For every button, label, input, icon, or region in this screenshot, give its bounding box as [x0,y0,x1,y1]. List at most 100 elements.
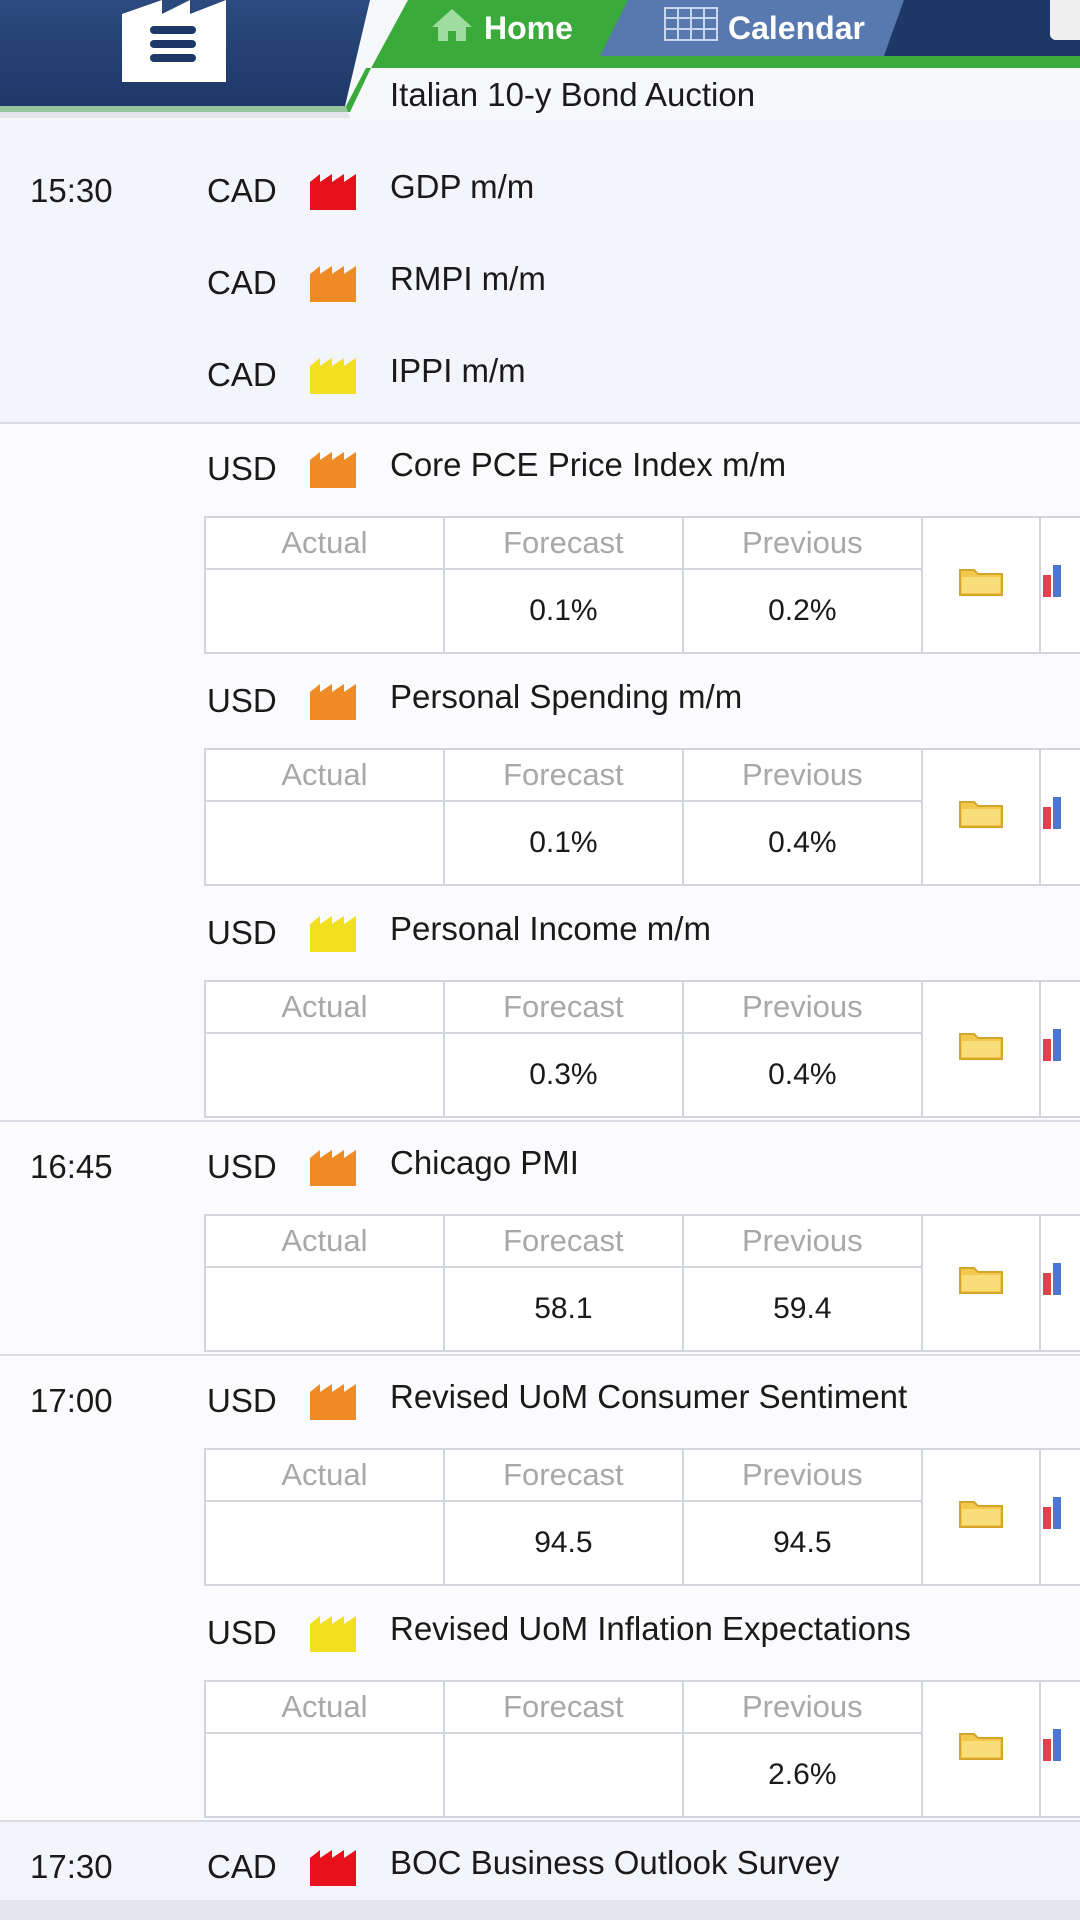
event-row[interactable]: USD Revised UoM Inflation Expectations [0,1588,1080,1680]
event-name[interactable]: Chicago PMI [390,1144,579,1181]
previous-value: 2.6% [681,1732,923,1818]
event-time: 17:30 [30,1848,113,1885]
list-bottom-edge [0,1900,1080,1920]
chart-button[interactable] [1039,748,1080,886]
event-data-table: Actual Forecast Previous 0.1% 0.4% [204,748,1080,886]
event-name[interactable]: Revised UoM Inflation Expectations [390,1610,911,1647]
event-row[interactable]: 17:30 CAD BOC Business Outlook Survey [0,1822,1080,1914]
event-name[interactable]: GDP m/m [390,168,535,205]
chart-button[interactable] [1039,516,1080,654]
event-name[interactable]: Revised UoM Consumer Sentiment [390,1378,908,1415]
tab-calendar[interactable]: Calendar [664,0,865,56]
impact-icon [310,174,356,210]
previous-header: Previous [681,1680,923,1734]
calendar-icon [664,7,718,49]
actual-value [204,1732,445,1818]
previous-value: 59.4 [681,1266,923,1352]
event-currency: CAD [207,264,277,301]
actual-value [204,568,445,654]
event-time: 17:00 [30,1382,113,1419]
bar-chart-icon [1041,795,1065,839]
previous-header: Previous [681,980,923,1034]
event-data-table: Actual Forecast Previous 58.1 59.4 [204,1214,1080,1352]
event-name[interactable]: Personal Income m/m [390,910,711,947]
app-header: Home Calendar Italian 10-y Bond Auction [0,0,1080,120]
details-button[interactable] [920,516,1042,654]
event-data-table: Actual Forecast Previous 94.5 94.5 [204,1448,1080,1586]
previous-header: Previous [681,1448,923,1502]
event-time: 15:30 [30,172,113,209]
folder-icon [958,566,1003,604]
details-button[interactable] [920,1448,1042,1586]
bar-chart-icon [1041,1027,1065,1071]
chart-button[interactable] [1039,980,1080,1118]
impact-icon [310,1384,356,1420]
event-name[interactable]: RMPI m/m [390,260,546,297]
details-button[interactable] [920,1680,1042,1818]
previous-value: 0.4% [681,800,923,886]
actual-header: Actual [204,980,445,1034]
folder-icon [958,1498,1003,1536]
time-group: 16:45 USD Chicago PMI Actual Forecast Previou… [0,1122,1080,1356]
event-currency: CAD [207,172,277,209]
forecast-header: Forecast [442,980,684,1034]
bar-chart-icon [1041,1261,1065,1305]
impact-icon [310,1850,356,1886]
folder-icon [958,1264,1003,1302]
actual-header: Actual [204,1214,445,1268]
details-button[interactable] [920,1214,1042,1352]
event-name[interactable]: Personal Spending m/m [390,678,743,715]
forecast-value: 0.1% [442,568,684,654]
event-data-table: Actual Forecast Previous 0.3% 0.4% [204,980,1080,1118]
chart-button[interactable] [1039,1680,1080,1818]
event-name[interactable]: Italian 10-y Bond Auction [390,76,756,113]
folder-icon [958,1030,1003,1068]
event-name[interactable]: IPPI m/m [390,352,526,389]
folder-icon [958,1730,1003,1768]
event-currency: USD [207,1382,277,1419]
time-group: 17:00 USD Revised UoM Consumer Sentiment Ac… [0,1356,1080,1822]
event-currency: USD [207,682,277,719]
event-row[interactable]: 15:30 CAD GDP m/m [0,146,1080,238]
event-row[interactable]: 16:45 USD Chicago PMI [0,1122,1080,1214]
previous-header: Previous [681,748,923,802]
previous-header: Previous [681,1214,923,1268]
tab-home-label: Home [484,9,573,46]
event-data-table: Actual Forecast Previous 0.1% 0.2% [204,516,1080,654]
calendar-list: 15:30 CAD GDP m/m CAD RMPI m/m CAD IPPI m/m USD… [0,146,1080,1916]
event-currency: USD [207,1614,277,1651]
event-row[interactable]: USD Personal Spending m/m [0,656,1080,748]
time-group: USD Core PCE Price Index m/m Actual Forecas… [0,424,1080,1122]
forecast-value [442,1732,684,1818]
impact-icon [310,1150,356,1186]
event-name[interactable]: Core PCE Price Index m/m [390,446,787,483]
more-tab-icon[interactable] [1050,0,1080,40]
actual-value [204,1266,445,1352]
forecast-value: 0.1% [442,800,684,886]
actual-value [204,1032,445,1118]
forecast-header: Forecast [442,748,684,802]
event-currency: CAD [207,356,277,393]
bar-chart-icon [1041,1495,1065,1539]
details-button[interactable] [920,748,1042,886]
actual-header: Actual [204,1680,445,1734]
event-row[interactable]: USD Personal Income m/m [0,888,1080,980]
impact-icon [310,266,356,302]
event-row[interactable]: CAD IPPI m/m [0,330,1080,422]
event-name[interactable]: BOC Business Outlook Survey [390,1844,840,1881]
menu-icon[interactable] [122,0,226,82]
event-row[interactable]: 17:00 USD Revised UoM Consumer Sentiment [0,1356,1080,1448]
chart-button[interactable] [1039,1214,1080,1352]
chart-button[interactable] [1039,1448,1080,1586]
event-row[interactable]: CAD RMPI m/m [0,238,1080,330]
forecast-header: Forecast [442,1214,684,1268]
event-data-table: Actual Forecast Previous 2.6% [204,1680,1080,1818]
previous-header: Previous [681,516,923,570]
event-row[interactable]: USD Core PCE Price Index m/m [0,424,1080,516]
forecast-value: 58.1 [442,1266,684,1352]
previous-value: 0.2% [681,568,923,654]
details-button[interactable] [920,980,1042,1118]
actual-header: Actual [204,516,445,570]
impact-icon [310,916,356,952]
tab-home[interactable]: Home [430,0,573,56]
